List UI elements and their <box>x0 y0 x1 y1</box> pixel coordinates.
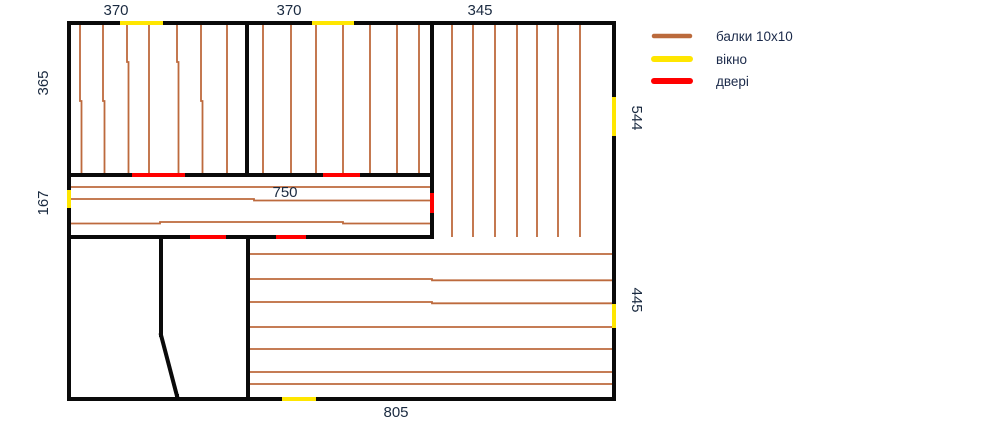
svg-text:370: 370 <box>276 2 301 19</box>
svg-text:двері: двері <box>716 74 749 89</box>
svg-text:445: 445 <box>628 287 645 312</box>
svg-text:544: 544 <box>628 105 645 130</box>
svg-text:345: 345 <box>467 2 492 19</box>
svg-text:750: 750 <box>272 184 297 201</box>
svg-text:167: 167 <box>35 190 52 215</box>
svg-text:370: 370 <box>103 2 128 19</box>
svg-text:805: 805 <box>383 404 408 421</box>
svg-text:балки 10x10: балки 10x10 <box>716 29 793 44</box>
svg-text:365: 365 <box>35 70 52 95</box>
svg-text:вікно: вікно <box>716 52 747 67</box>
